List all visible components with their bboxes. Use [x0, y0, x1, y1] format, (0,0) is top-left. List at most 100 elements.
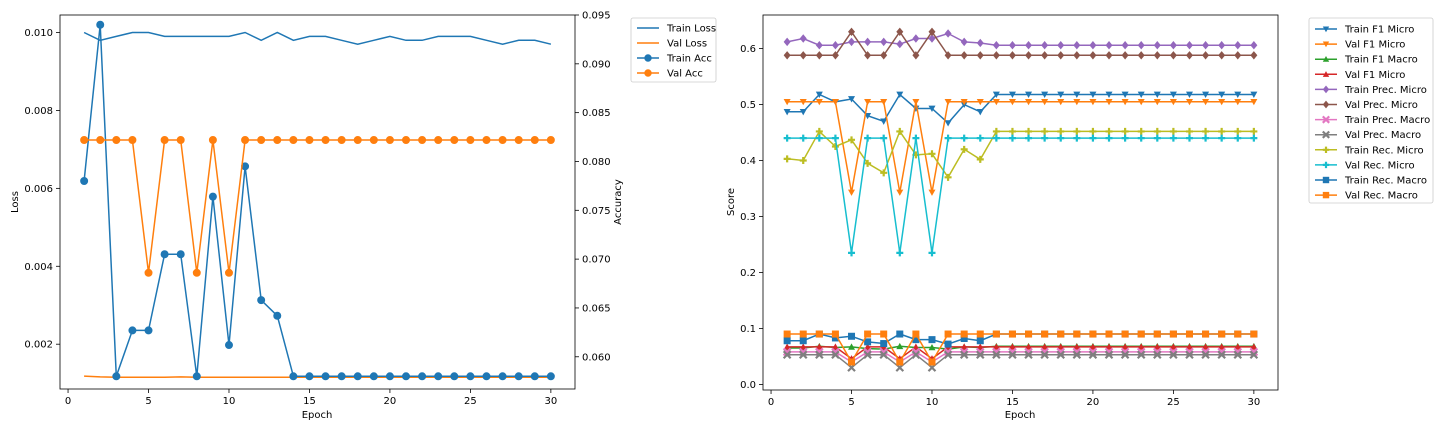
- loss-accuracy-series-val-acc-3-point: [96, 135, 105, 144]
- scores-series-train-prec-micro-4-point: [1008, 41, 1016, 50]
- scores-series-val-f1-micro-3-point: [1234, 343, 1242, 350]
- scores-legend-entry-val-f1-micro-3-marker: [1322, 71, 1330, 77]
- scores-series-val-rec-micro-9-point: [1250, 134, 1258, 142]
- scores-series-val-f1-micro-1-point: [783, 98, 791, 106]
- scores-series-train-rec-micro-8-point: [1073, 127, 1081, 135]
- loss-accuracy-series-train-loss-0-line: [83, 31, 552, 45]
- scores-series-train-prec-micro-4-point: [848, 37, 856, 47]
- scores-series-val-rec-macro-11-point: [992, 330, 1000, 338]
- scores-series-val-f1-micro-3-point: [1105, 343, 1113, 350]
- loss-accuracy-series-train-acc-2-point: [112, 372, 121, 381]
- scores-series-val-rec-macro-11-point: [928, 358, 936, 366]
- scores-legend-entry-train-f1-macro-2-marker: [1322, 56, 1330, 62]
- scores-series-val-f1-micro-3-point: [1008, 343, 1016, 350]
- scores-series-val-rec-micro-9-point: [944, 134, 952, 142]
- scores-series-train-rec-micro-8-point: [848, 136, 856, 144]
- scores-series-val-rec-macro-11-point: [944, 330, 952, 338]
- scores-series-val-f1-micro-3-point: [1089, 343, 1097, 350]
- scores-series-train-f1-micro-0-point: [799, 109, 807, 116]
- loss-accuracy-plot-frame: [59, 14, 576, 390]
- scores-x-tick-label: 15: [1006, 397, 1019, 408]
- scores-series-val-rec-macro-11: [783, 330, 1258, 366]
- scores-series-val-rec-macro-11-point: [1008, 330, 1016, 338]
- scores-series-val-prec-micro-5-point: [1121, 51, 1129, 60]
- scores-y-ticks: 0.0 0.1 0.2 0.3 0.4 0.5 0.6: [740, 44, 763, 391]
- scores-series-train-prec-micro-4-point: [928, 34, 936, 43]
- scores-series-train-prec-micro-4-point: [1202, 41, 1210, 50]
- scores-series-val-rec-macro-11-point: [880, 330, 888, 338]
- scores-series-train-rec-micro-8-point: [1185, 127, 1193, 135]
- scores-series-val-f1-micro-1-point: [896, 189, 904, 196]
- scores-legend-entry-train-rec-micro-8: Train Rec. Micro: [1315, 145, 1424, 156]
- loss-accuracy-series-val-acc-3-point: [192, 268, 201, 277]
- scores-series-val-prec-micro-5-point: [783, 51, 791, 60]
- scores-series-val-f1-micro-3-point: [799, 343, 807, 350]
- scores-legend-entry-val-rec-micro-9: Val Rec. Micro: [1315, 160, 1415, 171]
- scores-series-val-rec-micro-9-point: [1234, 134, 1242, 142]
- scores-series-train-rec-micro-8-point: [1105, 127, 1113, 135]
- scores-series-val-prec-macro-7-point: [1024, 350, 1033, 360]
- scores-series-val-rec-macro-11-point: [815, 330, 823, 338]
- scores-series-train-prec-micro-4: [783, 29, 1258, 50]
- scores-series-train-rec-micro-8-point: [1089, 127, 1097, 135]
- scores-series-val-rec-micro-9-point: [831, 134, 839, 142]
- scores-legend-entry-val-f1-micro-3-label: Val F1 Micro: [1345, 70, 1405, 81]
- scores-series-val-prec-micro-5-point: [1025, 51, 1033, 60]
- scores-series-train-rec-micro-8-point: [880, 169, 888, 177]
- scores-series-train-rec-micro-8-point: [1234, 127, 1242, 135]
- scores-legend-entry-val-f1-micro-1-marker: [1322, 41, 1330, 48]
- loss-accuracy-y-tick-label: 0.004: [24, 262, 53, 273]
- scores-series-val-rec-micro-9-point: [1089, 134, 1097, 142]
- scores-series-val-f1-micro-3-point: [1153, 343, 1161, 350]
- loss-accuracy-x-tick-label: 15: [303, 396, 316, 407]
- scores-series-train-rec-micro-8-point: [799, 157, 807, 165]
- scores-series-val-prec-micro-5-point: [1153, 51, 1161, 60]
- scores-series-train-prec-micro-4-point: [1089, 41, 1097, 50]
- scores-series-val-prec-macro-7-line: [787, 353, 1254, 369]
- loss-accuracy-legend-entry-val-loss-1-label: Val Loss: [667, 39, 707, 50]
- scores-series-val-prec-micro-5-point: [1169, 51, 1177, 60]
- loss-accuracy-y2-ticks: 0.060 0.065 0.070 0.075 0.080 0.085 0.090 0.095: [575, 11, 611, 363]
- scores-series-group: [782, 27, 1259, 372]
- scores-legend-entry-val-rec-micro-9-label: Val Rec. Micro: [1345, 160, 1415, 171]
- loss-accuracy-series-train-acc-2-point: [144, 326, 153, 335]
- scores-series-val-rec-macro-11-point: [1218, 330, 1226, 338]
- scores-series-train-rec-micro-8-point: [1121, 127, 1129, 135]
- scores-legend-entry-train-prec-macro-6: Train Prec. Macro: [1315, 115, 1430, 126]
- scores-series-train-f1-micro-0-point: [1057, 91, 1065, 98]
- scores-series-val-rec-macro-11-point: [799, 330, 807, 338]
- scores-series-train-f1-micro-0-point: [928, 105, 936, 112]
- scores-series-train-prec-micro-4-point: [1169, 41, 1177, 50]
- scores-plot-frame: [762, 14, 1279, 391]
- scores-series-train-f1-micro-0-point: [1218, 91, 1226, 98]
- scores-series-val-prec-micro-5-point: [1041, 51, 1049, 60]
- scores-series-val-f1-micro-1-point: [1025, 98, 1033, 106]
- scores-series-train-f1-micro-0-point: [1169, 91, 1177, 98]
- scores-series-val-prec-macro-7-point: [975, 350, 985, 360]
- scores-series-train-prec-micro-4-point: [831, 41, 839, 50]
- scores-series-val-rec-micro-9-line: [787, 137, 1254, 254]
- loss-accuracy-series-val-acc-3-point: [176, 135, 185, 144]
- scores-legend-entry-val-f1-micro-3: Val F1 Micro: [1315, 70, 1405, 81]
- scores-series-val-f1-micro-1-point: [1169, 98, 1177, 106]
- loss-accuracy-series-val-acc-3-point: [305, 135, 314, 144]
- scores-series-train-prec-micro-4-point: [960, 37, 968, 47]
- loss-accuracy-series-train-acc-2-point: [450, 372, 459, 381]
- scores-legend-entry-train-prec-micro-4-label: Train Prec. Micro: [1344, 85, 1427, 96]
- scores-y-tick-label: 0.3: [740, 212, 756, 223]
- scores-x-tick-label: 10: [926, 397, 939, 408]
- loss-accuracy-series-val-acc-3-point: [450, 135, 459, 144]
- scores-series-val-rec-macro-11-point: [1250, 330, 1258, 338]
- scores-series-val-prec-macro-7-point: [1169, 350, 1178, 360]
- scores-series-train-prec-micro-4-point: [976, 38, 984, 48]
- loss-accuracy-series-train-acc-2-point: [498, 372, 507, 381]
- scores-series-train-f1-micro-0-point: [912, 105, 920, 112]
- scores-series-val-rec-macro-11-point: [1073, 330, 1081, 338]
- loss-accuracy-series-train-acc-2-point: [385, 372, 394, 381]
- loss-accuracy-series-val-acc-3-point: [112, 135, 121, 144]
- scores-series-train-rec-micro-8-point: [1250, 127, 1258, 135]
- scores-y-tick-label: 0.5: [740, 100, 756, 111]
- scores-legend-entry-train-f1-macro-2: Train F1 Macro: [1315, 55, 1418, 66]
- scores-series-val-f1-micro-1-point: [1041, 98, 1049, 106]
- scores-series-val-f1-micro-1-point: [848, 189, 856, 196]
